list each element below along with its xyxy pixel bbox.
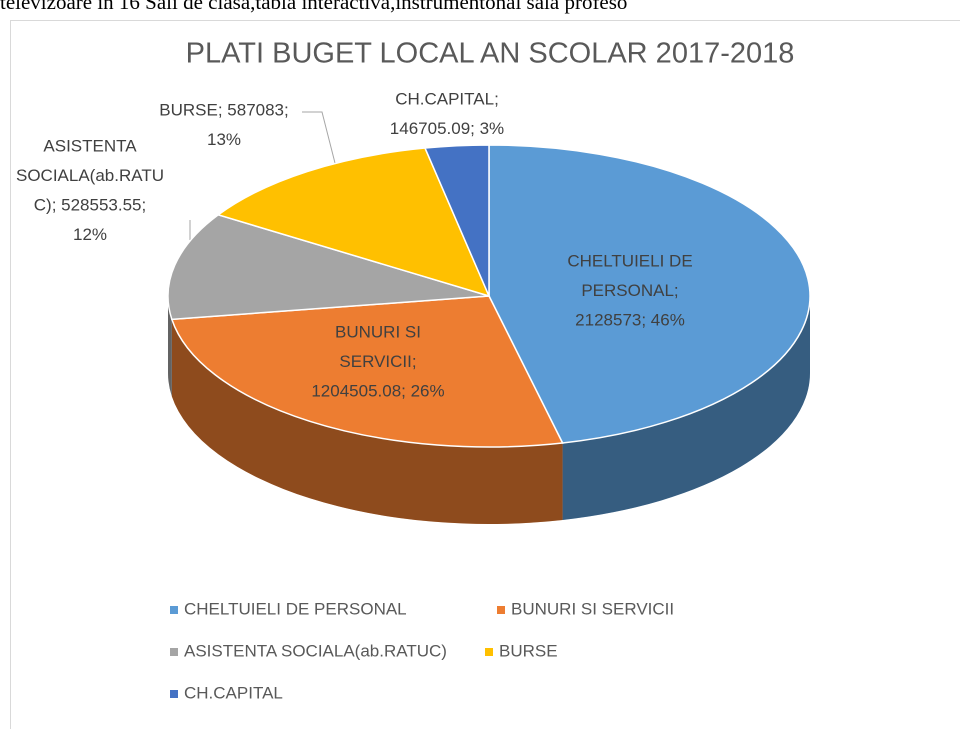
- data-label: 12%: [73, 225, 107, 244]
- slice-side-shade: [171, 319, 563, 525]
- data-label: 2128573; 46%: [575, 310, 685, 329]
- legend-label: BURSE: [499, 641, 558, 660]
- data-label: C); 528553.55;: [34, 195, 146, 214]
- slice: [423, 144, 490, 297]
- slice-side: [171, 319, 563, 525]
- slice: [170, 295, 564, 448]
- legend-swatch: [485, 648, 493, 656]
- legend-swatch: [497, 606, 505, 614]
- slice-side: [168, 296, 172, 397]
- data-label: 1204505.08; 26%: [311, 381, 444, 400]
- slice-side-shade: [168, 296, 172, 397]
- chart-title: PLATI BUGET LOCAL AN SCOLAR 2017-2018: [186, 38, 795, 70]
- legend-swatch: [170, 648, 178, 656]
- data-label: PERSONAL;: [581, 281, 678, 300]
- data-label: CH.CAPITAL;: [395, 89, 499, 108]
- data-label: SERVICII;: [339, 352, 416, 371]
- data-label: ASISTENTA: [43, 136, 137, 155]
- data-label: 13%: [207, 130, 241, 149]
- data-label: BUNURI SI: [335, 322, 421, 341]
- legend-label: CHELTUIELI DE PERSONAL: [184, 599, 407, 618]
- legend-swatch: [170, 606, 178, 614]
- slice: [167, 214, 490, 321]
- legend-label: BUNURI SI SERVICII: [511, 599, 674, 618]
- slice-side: [562, 296, 810, 520]
- data-label: 146705.09; 3%: [390, 119, 504, 138]
- legend-label: ASISTENTA SOCIALA(ab.RATUC): [184, 641, 447, 660]
- slice: [488, 144, 811, 444]
- data-label: CHELTUIELI DE: [567, 251, 692, 270]
- legend-label: CH.CAPITAL: [184, 683, 283, 702]
- leader-line: [302, 111, 336, 164]
- data-label: BURSE; 587083;: [159, 100, 288, 119]
- legend-swatch: [170, 690, 178, 698]
- slice-side-shade: [562, 296, 810, 520]
- document-line: televizoare in 16 Sali de clasa,tabla in…: [0, 0, 627, 14]
- data-label: SOCIALA(ab.RATU: [16, 166, 164, 185]
- slice: [216, 147, 491, 298]
